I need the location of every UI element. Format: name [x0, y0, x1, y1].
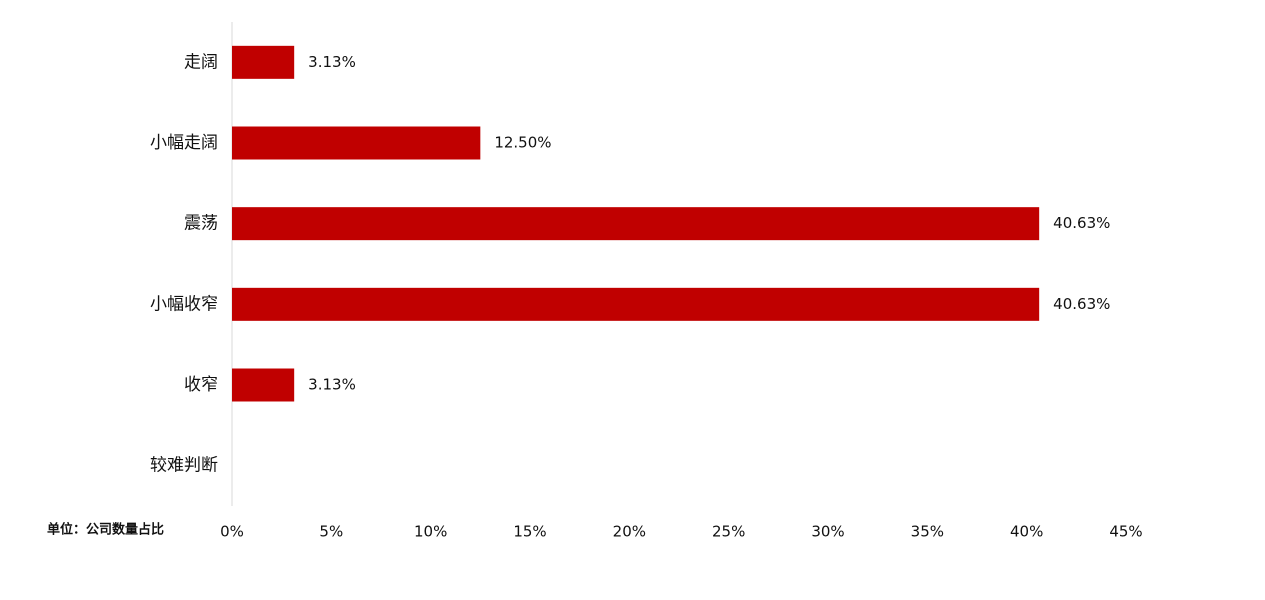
x-tick-label: 20% — [613, 523, 646, 541]
value-label: 40.63% — [1053, 214, 1110, 232]
x-tick-label: 10% — [414, 523, 447, 541]
x-tick-label: 35% — [911, 523, 944, 541]
y-tick-label: 小幅走阔 — [150, 133, 218, 153]
x-tick-label: 0% — [220, 523, 244, 541]
x-tick-label: 30% — [811, 523, 844, 541]
unit-annotation: 单位：公司数量占比 — [47, 522, 164, 538]
y-tick-label: 走阔 — [184, 52, 218, 72]
x-tick-label: 25% — [712, 523, 745, 541]
y-tick-label: 较难判断 — [150, 456, 218, 476]
y-tick-label: 震荡 — [184, 214, 218, 234]
bar — [232, 287, 1040, 321]
value-label: 12.50% — [494, 134, 551, 152]
value-label: 40.63% — [1053, 295, 1110, 313]
bar — [232, 207, 1040, 241]
value-label: 3.13% — [308, 376, 356, 394]
y-tick-label: 小幅收窄 — [150, 294, 218, 314]
bar — [232, 126, 481, 160]
value-label: 3.13% — [308, 53, 356, 71]
x-tick-label: 15% — [513, 523, 546, 541]
bar — [232, 45, 295, 79]
x-tick-label: 40% — [1010, 523, 1043, 541]
bar — [232, 368, 295, 402]
x-tick-label: 45% — [1109, 523, 1142, 541]
x-tick-label: 5% — [319, 523, 343, 541]
y-tick-label: 收窄 — [184, 375, 218, 395]
